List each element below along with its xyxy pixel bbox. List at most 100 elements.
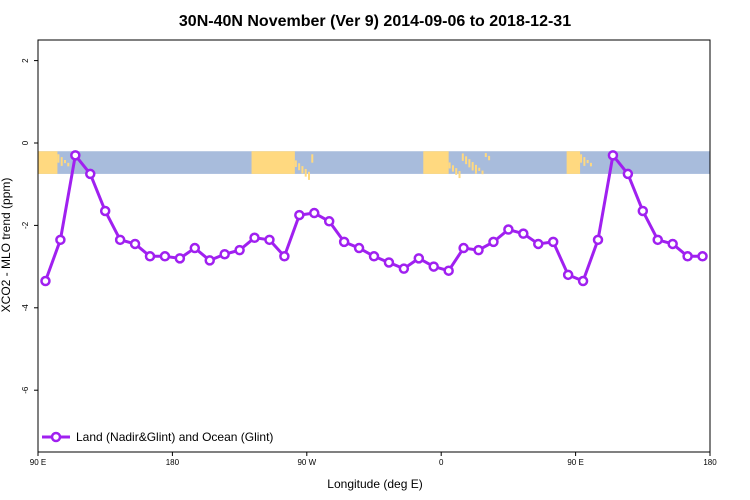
data-point [234,244,245,256]
data-point [338,236,350,248]
land-fragment [57,154,60,163]
land-fragment [478,167,481,171]
data-point [40,275,51,287]
data-point [204,255,215,266]
data-point [114,234,126,246]
x-tick-label: 90 E [567,458,583,467]
data-point [99,205,111,217]
y-tick-label: -6 [21,386,30,394]
x-tick-label: 90 E [30,458,46,467]
land-segment [566,151,581,174]
land-fragment [589,162,592,167]
y-axis-label: XCO2 - MLO trend (ppm) [0,178,13,313]
data-point [129,238,141,250]
data-point [264,234,275,246]
land-fragment [307,171,310,180]
data-point [219,248,230,260]
land-fragment [488,155,491,161]
x-axis: 90 E 180 90 W 0 90 E 180 [30,452,717,467]
y-axis: 2 0 -2 -4 -6 [21,58,38,394]
land-fragment [586,159,589,164]
data-point [294,209,305,221]
land-fragment [580,154,583,163]
land-ocean-band [38,151,710,180]
land-fragment [481,170,484,175]
series-group [40,150,708,287]
legend: Land (Nadir&Glint) and Ocean (Glint) [42,430,273,444]
data-point [413,253,425,264]
data-point [383,257,395,268]
data-point [189,242,201,254]
land-fragment [471,162,474,171]
plot-border [37,39,711,453]
data-point [70,150,81,161]
data-point [637,205,649,217]
land-fragment [304,168,307,177]
land-fragment [468,159,471,168]
land-segment [38,151,58,174]
data-point [55,234,66,246]
data-point [159,251,171,262]
data-point [503,224,514,235]
land-fragment [298,163,301,171]
land-fragment [60,157,63,166]
data-point [562,269,574,281]
ocean-band [38,151,710,174]
land-fragment [451,165,454,172]
data-point [577,275,589,287]
plot-frame [37,39,711,453]
data-point [488,236,499,248]
data-point [353,242,365,254]
data-point [473,244,484,256]
land-fragment [294,160,297,167]
land-fragment [474,164,477,174]
y-tick-label: 0 [21,140,30,145]
data-point [174,253,186,264]
x-axis-label: Longitude (deg E) [327,477,422,491]
data-point [279,251,290,262]
data-point [518,228,529,239]
data-point [309,207,320,219]
data-point [144,251,156,262]
data-point [682,251,693,262]
x-tick-label: 0 [439,458,444,467]
land-fragment [67,162,70,167]
land-fragment [311,154,314,163]
legend-label: Land (Nadir&Glint) and Ocean (Glint) [76,430,273,444]
land-fragment [484,153,487,158]
y-tick-label: 2 [21,58,30,63]
x-tick-label: 90 W [297,458,316,467]
land-fragment [461,153,464,161]
land-fragment [458,171,461,179]
land-fragment [448,162,451,169]
data-point [398,263,410,274]
land-segment [423,151,449,174]
data-point [443,265,454,276]
land-fragment [583,157,586,166]
land-fragment [63,159,66,164]
data-point [85,168,96,180]
series-line [44,153,703,283]
land-fragment [465,156,468,165]
land-fragment [455,168,458,175]
y-tick-label: -2 [21,221,30,229]
data-point [592,234,604,246]
y-tick-label: -4 [21,304,30,312]
data-point [323,216,335,227]
x-tick-label: 180 [166,458,180,467]
data-point [622,168,634,180]
land-fragment [301,166,304,174]
data-point [533,238,544,250]
data-point [368,251,380,262]
x-tick-label: 180 [703,458,717,467]
data-point [652,234,663,246]
data-point [428,261,439,272]
data-point [667,238,678,250]
data-point [458,242,469,254]
data-point [697,251,708,262]
data-point [547,236,559,248]
chart-title: 30N-40N November (Ver 9) 2014-09-06 to 2… [179,13,571,30]
data-point [607,150,619,161]
legend-marker-swatch [50,431,62,443]
